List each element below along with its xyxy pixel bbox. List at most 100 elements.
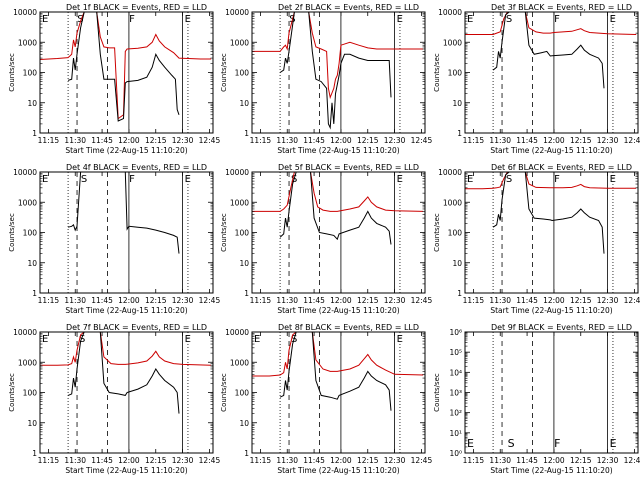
x-tick-label: 12:30 — [384, 296, 406, 305]
x-tick-label: 12:15 — [145, 296, 167, 305]
y-tick-label: 10000 — [13, 8, 37, 17]
lld-series-line — [40, 12, 212, 120]
y-tick-label: 100 — [235, 389, 250, 398]
x-tick-label: 12:00 — [118, 296, 140, 305]
x-tick-label: 11:45 — [91, 456, 113, 465]
phase-label: E — [42, 174, 48, 185]
x-tick-label: 11:45 — [303, 296, 325, 305]
phase-label: E — [254, 334, 260, 345]
x-tick-label: 11:30 — [64, 296, 86, 305]
y-tick-label: 10 — [239, 99, 249, 108]
x-tick-label: 11:45 — [303, 456, 325, 465]
y-tick-label: 10⁰ — [449, 449, 462, 458]
x-tick-label: 12:15 — [570, 456, 592, 465]
events-series-line — [279, 12, 392, 130]
lld-series-line — [252, 332, 424, 377]
plot-frame — [251, 171, 426, 294]
y-tick-label: 10¹ — [449, 429, 462, 438]
y-tick-label: 10000 — [13, 168, 37, 177]
x-axis-label: Start Time (22-Aug-15 11:10:20) — [65, 306, 187, 315]
x-tick-label: 12:30 — [172, 296, 194, 305]
x-axis-label: Start Time (22-Aug-15 11:10:20) — [277, 466, 399, 475]
phase-label: F — [554, 14, 560, 25]
x-tick-label: 12:15 — [357, 296, 379, 305]
y-tick-label: 10 — [239, 259, 249, 268]
x-axis-label: Start Time (22-Aug-15 11:10:20) — [65, 146, 187, 155]
x-tick-label: 12:15 — [357, 136, 379, 145]
panel-det-7: Det 7f BLACK = Events, RED = LLD E S E 11:15… — [8, 323, 220, 475]
plot-frame — [464, 171, 639, 294]
y-axis-label: Counts/sec — [433, 53, 441, 92]
plot-frame — [39, 331, 214, 454]
phase-label: E — [397, 174, 403, 185]
x-tick-label: 12:45 — [624, 136, 640, 145]
y-tick-label: 100 — [23, 389, 38, 398]
phase-label: E — [610, 174, 616, 185]
x-tick-label: 12:15 — [145, 456, 167, 465]
phase-label: F — [129, 14, 135, 25]
phase-label: E — [610, 437, 617, 450]
y-axis-label: Counts/sec — [220, 213, 228, 252]
phase-label: F — [554, 174, 560, 185]
y-tick-label: 10000 — [438, 168, 462, 177]
x-tick-label: 12:00 — [118, 456, 140, 465]
phase-label: E — [42, 14, 48, 25]
x-tick-label: 12:45 — [411, 296, 433, 305]
x-axis-label: Start Time (22-Aug-15 11:10:20) — [490, 146, 612, 155]
events-series-line — [67, 332, 180, 414]
x-tick-label: 11:30 — [489, 296, 511, 305]
y-tick-label: 100 — [23, 229, 38, 238]
x-tick-label: 12:45 — [624, 296, 640, 305]
panel-title: Det 9f BLACK = Events, RED = LLD — [491, 323, 632, 332]
y-tick-label: 10⁵ — [449, 348, 462, 357]
panel-title: Det 8f BLACK = Events, RED = LLD — [278, 323, 419, 332]
y-tick-label: 10000 — [225, 328, 249, 337]
events-series-line — [67, 12, 180, 122]
x-tick-label: 12:30 — [172, 456, 194, 465]
plot-frame — [251, 11, 426, 134]
panel-det-1: Det 1f BLACK = Events, RED = LLD E S F E 11:1… — [8, 3, 220, 155]
x-tick-label: 12:00 — [543, 296, 565, 305]
plot-frame — [464, 331, 639, 454]
x-tick-label: 11:15 — [38, 136, 60, 145]
y-axis-label: Counts/sec — [8, 213, 16, 252]
y-tick-label: 1000 — [230, 358, 249, 367]
x-tick-label: 11:15 — [250, 456, 272, 465]
y-tick-label: 1000 — [443, 198, 462, 207]
phase-label: F — [129, 174, 135, 185]
panel-det-9: Det 9f BLACK = Events, RED = LLD E S F E 11:1… — [433, 323, 640, 475]
x-axis-label: Start Time (22-Aug-15 11:10:20) — [277, 146, 399, 155]
panel-det-4: Det 4f BLACK = Events, RED = LLD E S F E 11:1… — [8, 163, 220, 315]
phase-label: S — [79, 334, 85, 345]
phase-label: S — [506, 174, 512, 185]
x-tick-label: 11:30 — [64, 456, 86, 465]
y-tick-label: 1000 — [18, 198, 37, 207]
plot-frame — [464, 11, 639, 134]
lld-series-line — [252, 12, 424, 100]
x-tick-label: 12:45 — [199, 296, 221, 305]
y-tick-label: 10000 — [225, 8, 249, 17]
x-tick-label: 11:30 — [276, 456, 298, 465]
plot-frame — [251, 331, 426, 454]
y-tick-label: 1 — [244, 129, 249, 138]
x-tick-label: 12:00 — [330, 456, 352, 465]
x-tick-label: 11:15 — [463, 136, 485, 145]
phase-label: E — [467, 174, 473, 185]
y-axis-label: Counts/sec — [8, 373, 16, 412]
y-tick-label: 10 — [27, 419, 37, 428]
lld-series-line — [252, 172, 424, 212]
x-axis-label: Start Time (22-Aug-15 11:10:20) — [65, 466, 187, 475]
events-series-line — [492, 12, 605, 89]
x-tick-label: 12:30 — [597, 136, 619, 145]
x-tick-label: 12:00 — [330, 136, 352, 145]
events-series-line — [279, 332, 392, 411]
phase-label: S — [81, 174, 87, 185]
lld-series-line — [40, 332, 212, 366]
y-tick-label: 1000 — [18, 38, 37, 47]
x-tick-label: 11:45 — [91, 136, 113, 145]
panel-title: Det 4f BLACK = Events, RED = LLD — [66, 163, 207, 172]
y-tick-label: 1000 — [230, 38, 249, 47]
